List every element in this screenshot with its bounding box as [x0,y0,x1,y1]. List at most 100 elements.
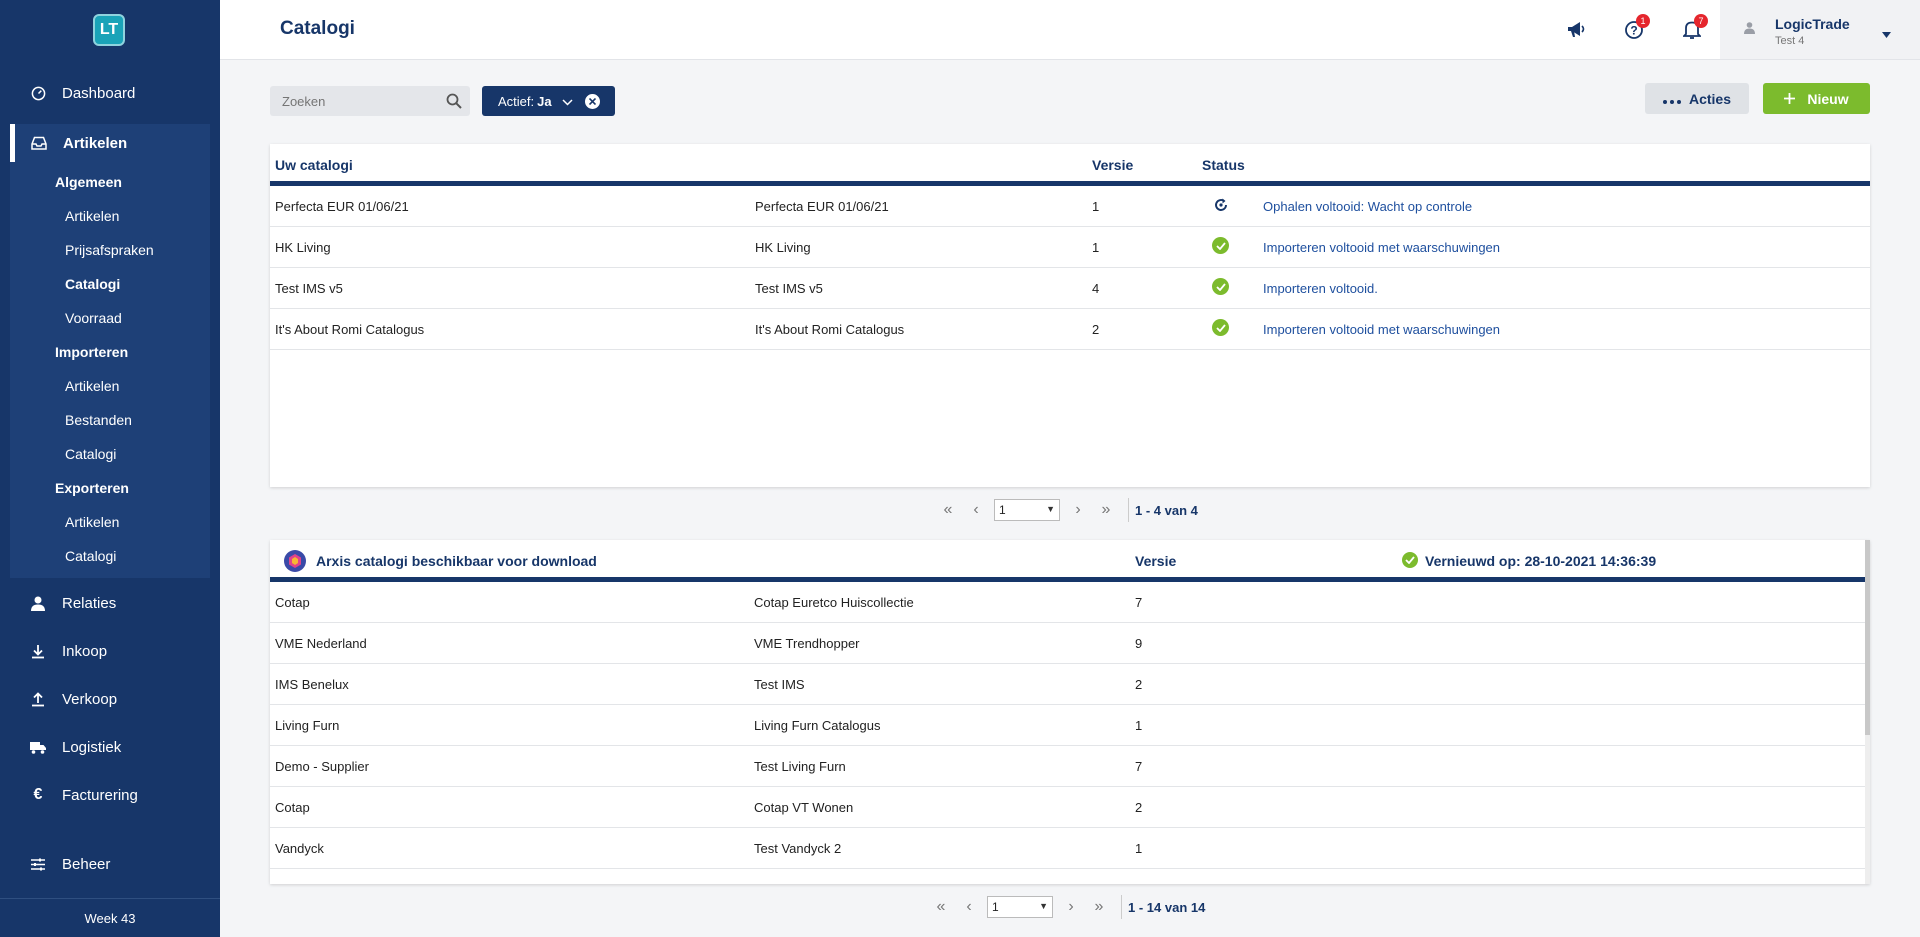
search-input[interactable] [270,86,440,116]
catalog-name: VME Trendhopper [754,636,860,651]
nieuw-button[interactable]: Nieuw [1763,83,1870,114]
catalog-name: Test Vandyck 2 [754,841,842,856]
check-circle-icon [1212,278,1229,295]
submenu-item-artikelen[interactable]: Artikelen [65,208,120,224]
scrollbar-thumb[interactable] [1865,540,1870,735]
check-circle-icon [1212,319,1229,336]
table-row[interactable]: HK Living HK Living 1 Importeren voltooi… [270,227,1870,268]
search-icon[interactable] [446,93,462,112]
table-row[interactable]: Cotap Cotap Euretco Huiscollectie 7 [270,582,1870,623]
person-icon [30,595,46,611]
help-badge: 1 [1636,14,1650,28]
catalog-status-link[interactable]: Ophalen voltooid: Wacht op controle [1263,199,1473,214]
filter-chip-actief[interactable]: Actief: Ja [482,86,615,116]
catalog-name: HK Living [275,240,331,255]
sidebar-item-verkoop[interactable]: Verkoop [0,682,220,716]
download-icon [30,643,46,659]
sidebar-item-logistiek[interactable]: Logistiek [0,730,220,764]
sidebar-item-label: Dashboard [62,84,136,102]
catalog-name: Cotap Euretco Huiscollectie [754,595,914,610]
submenu-item-export-catalogi[interactable]: Catalogi [65,548,117,564]
next-page-icon[interactable]: › [1075,501,1081,518]
pager-info: 1 - 14 van 14 [1121,895,1205,919]
chevron-down-icon[interactable] [562,94,573,109]
submenu-heading-importeren: Importeren [55,344,129,360]
table-row[interactable]: Cotap Cotap VT Wonen 2 [270,787,1870,828]
app-logo[interactable]: LT [93,14,125,46]
submenu-item-import-artikelen[interactable]: Artikelen [65,378,120,394]
sidebar-item-facturering[interactable]: € Facturering [0,778,220,812]
table-row[interactable]: Perfecta EUR 01/06/21 Perfecta EUR 01/06… [270,186,1870,227]
top-bar: Catalogi ? 1 7 LogicTrade Test 4 [220,0,1920,60]
submenu-item-import-catalogi[interactable]: Catalogi [65,446,117,462]
user-icon [1744,22,1755,37]
column-header-status[interactable]: Status [1202,157,1245,173]
acties-button[interactable]: Acties [1645,83,1749,114]
arxis-table: Arxis catalogi beschikbaar voor download… [270,540,1870,884]
sidebar-item-label: Facturering [62,786,138,804]
table-row[interactable]: Test IMS v5 Test IMS v5 4 Importeren vol… [270,268,1870,309]
sidebar: LT Dashboard Artikelen Algemeen Artikele… [0,0,220,937]
sidebar-item-label: Logistiek [62,738,122,756]
table-row[interactable]: It's About Romi Catalogus It's About Rom… [270,309,1870,350]
sidebar-item-relaties[interactable]: Relaties [0,586,220,620]
table-row[interactable]: Demo - Supplier Test Living Furn 7 [270,746,1870,787]
euro-icon: € [33,786,43,803]
user-subtitle: Test 4 [1775,35,1805,47]
megaphone-icon[interactable] [1562,16,1590,44]
catalog-name: Living Furn Catalogus [754,718,881,733]
catalog-name: It's About Romi Catalogus [275,322,425,337]
catalog-status-link[interactable]: Importeren voltooid. [1263,281,1378,296]
catalog-version: 2 [1092,322,1100,337]
next-page-icon[interactable]: › [1068,898,1074,915]
page-select[interactable]: 1 ▼ [994,499,1060,521]
sidebar-item-beheer[interactable]: Beheer [0,847,220,881]
help-icon[interactable]: ? 1 [1620,14,1650,44]
sidebar-item-dashboard[interactable]: Dashboard [0,76,220,110]
upload-icon [30,691,46,707]
caret-down-icon: ▼ [1046,504,1055,514]
caret-down-icon: ▼ [1039,901,1048,911]
search-box [270,86,470,116]
submenu-heading-exporteren: Exporteren [55,480,129,496]
supplier-name: Cotap [275,800,310,815]
bell-icon[interactable]: 7 [1678,14,1708,44]
catalog-version: 1 [1092,199,1100,214]
catalog-status-link[interactable]: Importeren voltooid met waarschuwingen [1263,322,1501,337]
column-header-version[interactable]: Versie [1092,157,1134,173]
table-row[interactable]: Living Furn Living Furn Catalogus 1 [270,705,1870,746]
sidebar-item-inkoop[interactable]: Inkoop [0,634,220,668]
first-page-icon[interactable]: « [936,898,946,915]
submenu-item-catalogi[interactable]: Catalogi [65,276,121,292]
submenu-item-export-artikelen[interactable]: Artikelen [65,514,120,530]
column-header-name[interactable]: Uw catalogi [275,157,353,173]
page-select[interactable]: 1 ▼ [987,896,1053,918]
table-row[interactable]: IMS Benelux Test IMS 2 [270,664,1870,705]
catalog-status-link[interactable]: Importeren voltooid met waarschuwingen [1263,240,1501,255]
sidebar-item-artikelen[interactable]: Artikelen [10,124,210,162]
supplier-name: Living Furn [275,718,340,733]
submenu-item-prijsafspraken[interactable]: Prijsafspraken [65,242,154,258]
table-row[interactable]: Vandyck Test Vandyck 2 1 [270,828,1870,869]
sliders-icon [30,856,46,872]
last-page-icon[interactable]: » [1101,501,1111,518]
arxis-title: Arxis catalogi beschikbaar voor download [316,553,597,569]
submenu-item-voorraad[interactable]: Voorraad [65,310,122,326]
sidebar-item-label: Beheer [62,855,111,873]
check-circle-icon [1212,237,1229,254]
refresh-icon [1212,196,1229,213]
table-row[interactable]: VME Nederland VME Trendhopper 9 [270,623,1870,664]
supplier-name: Demo - Supplier [275,759,369,774]
clear-filter-icon[interactable] [584,93,600,109]
last-page-icon[interactable]: » [1094,898,1104,915]
first-page-icon[interactable]: « [943,501,953,518]
submenu-item-import-bestanden[interactable]: Bestanden [65,412,132,428]
prev-page-icon[interactable]: ‹ [966,898,972,915]
column-header-version[interactable]: Versie [1135,553,1177,569]
prev-page-icon[interactable]: ‹ [973,501,979,518]
catalog-version: 7 [1135,759,1143,774]
catalog-table: Uw catalogi Versie Status Perfecta EUR 0… [270,144,1870,487]
user-menu[interactable]: LogicTrade Test 4 [1720,0,1920,59]
scrollbar[interactable] [1865,540,1870,884]
arxis-logo-icon [284,550,306,572]
